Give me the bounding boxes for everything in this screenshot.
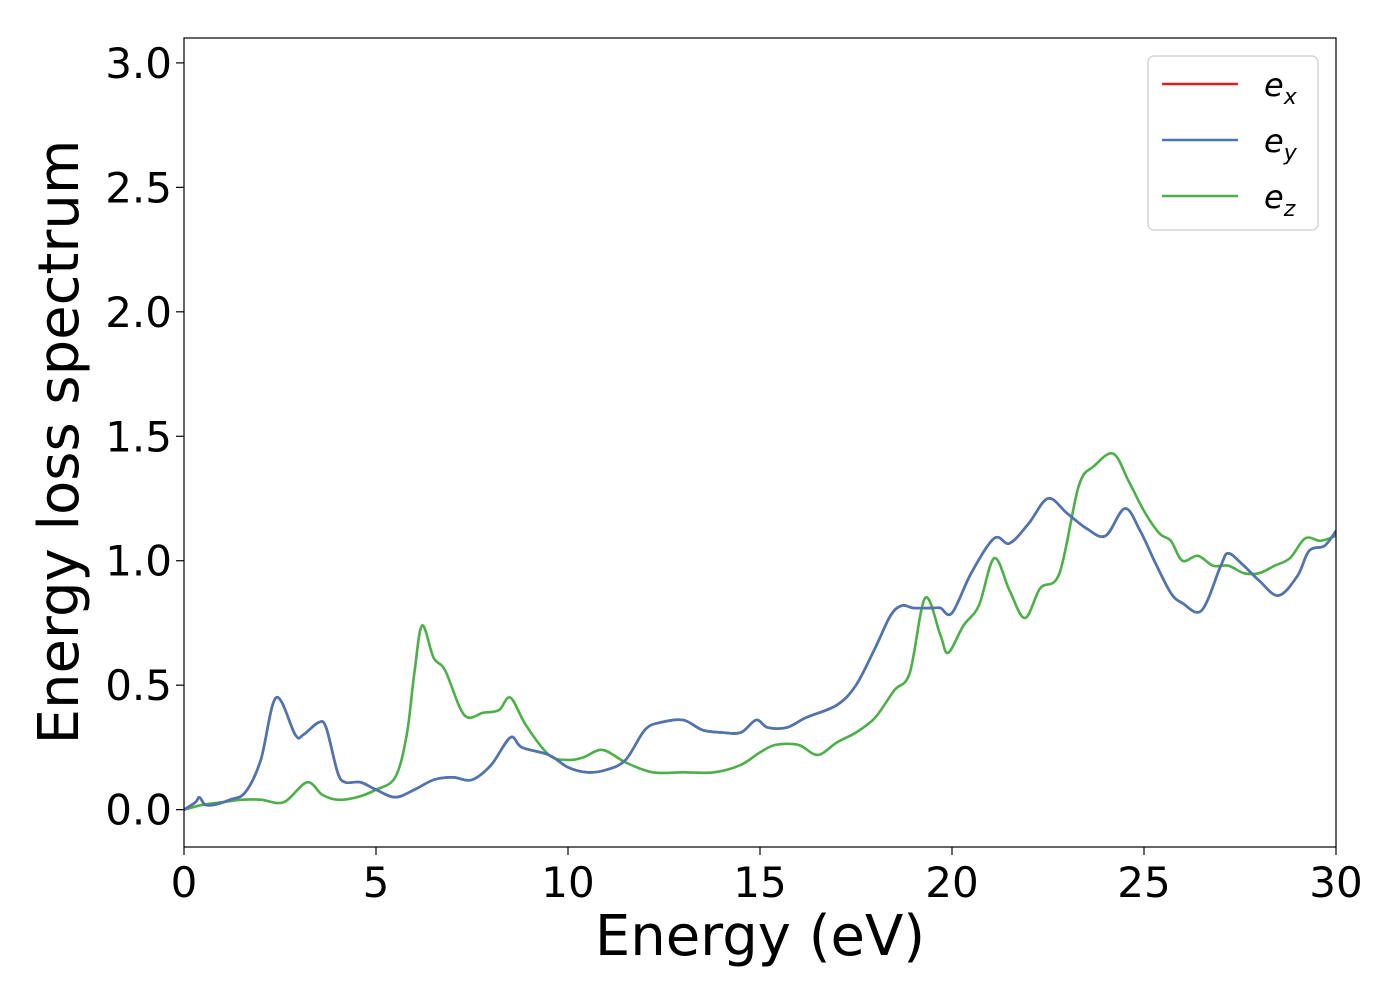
legend-label-z: ez: [1264, 178, 1296, 222]
legend-label-subscript: x: [1283, 85, 1298, 110]
x-tick-label: 0: [171, 858, 198, 907]
y-tick-label: 1.5: [105, 412, 172, 461]
legend-label-subscript: z: [1283, 197, 1296, 222]
x-tick-label: 15: [733, 858, 786, 907]
x-axis-title: Energy (eV): [595, 904, 925, 969]
legend-label-x: ex: [1264, 66, 1298, 110]
y-tick-label: 1.0: [105, 537, 172, 586]
x-tick-label: 10: [541, 858, 594, 907]
y-tick-label: 0.0: [105, 786, 172, 835]
legend-label-y: ey: [1264, 122, 1298, 166]
legend-label-base: e: [1264, 122, 1284, 160]
legend-label-subscript: y: [1283, 141, 1298, 166]
series-layer: [184, 452, 1336, 811]
x-axis: 0 5 10 15 20 25 30: [171, 847, 1363, 907]
y-axis-title: Energy loss spectrum: [27, 140, 92, 745]
legend-label-base: e: [1264, 66, 1284, 104]
series-line-e-z: [184, 452, 1336, 811]
y-tick-label: 2.0: [105, 288, 172, 337]
y-tick-label: 2.5: [105, 163, 172, 212]
x-tick-label: 20: [925, 858, 978, 907]
x-tick-label: 5: [363, 858, 390, 907]
x-tick-label: 25: [1117, 858, 1170, 907]
legend-label-base: e: [1264, 178, 1284, 216]
y-axis: 0.0 0.5 1.0 1.5 2.0 2.5 3.0: [105, 39, 184, 835]
x-tick-label: 30: [1309, 858, 1362, 907]
legend-box: [1147, 55, 1319, 231]
series-line-e-y: [184, 497, 1336, 811]
y-tick-label: 0.5: [105, 661, 172, 710]
y-tick-label: 3.0: [105, 39, 172, 88]
